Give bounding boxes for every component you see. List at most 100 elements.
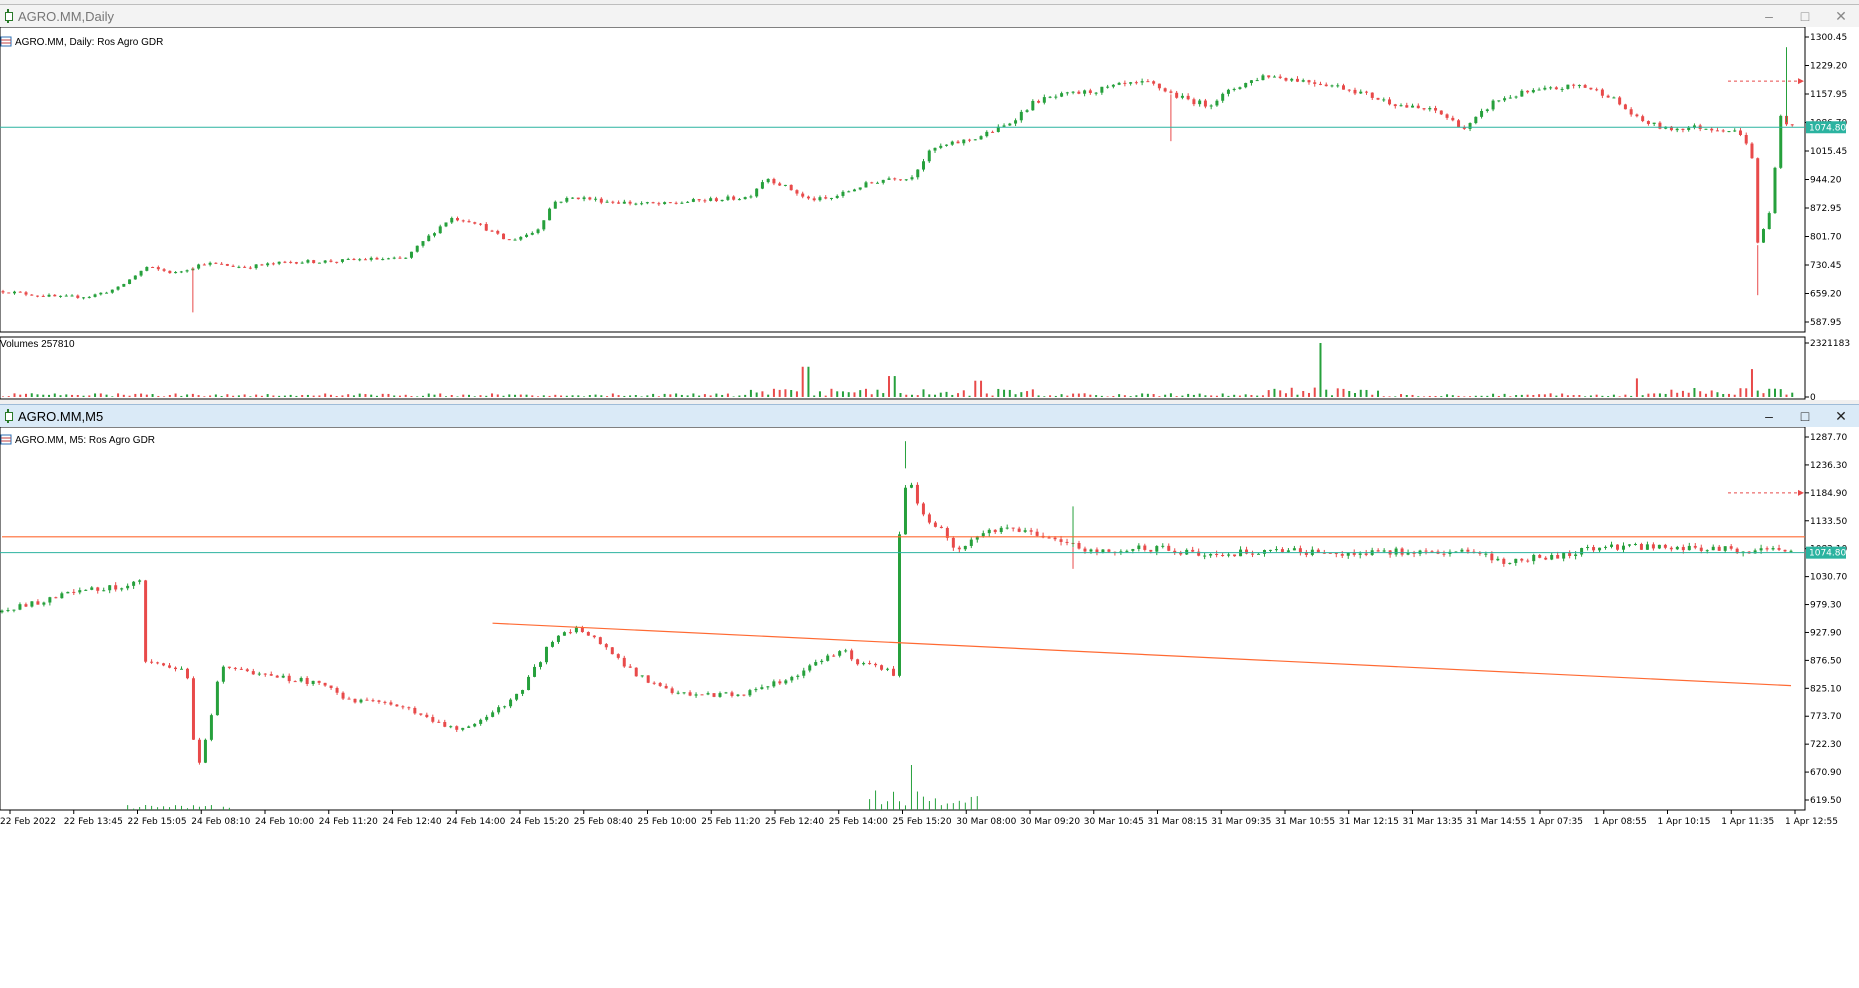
candle <box>1572 83 1576 89</box>
candle <box>916 169 920 180</box>
candle <box>694 692 698 698</box>
candle <box>1274 546 1278 552</box>
candle <box>1549 86 1553 90</box>
candle <box>503 705 507 709</box>
candle <box>691 197 695 203</box>
candle <box>151 266 155 268</box>
candle <box>628 664 632 668</box>
time-tick-label: 1 Apr 10:15 <box>1658 817 1711 827</box>
candle <box>806 195 810 200</box>
daily-title-bar[interactable]: AGRO.MM,Daily – □ ✕ <box>0 4 1859 28</box>
candle <box>1765 546 1769 552</box>
m5-candles <box>0 441 1793 765</box>
candle <box>467 219 471 223</box>
candle <box>386 257 390 260</box>
candle <box>801 191 805 199</box>
candle <box>838 650 842 658</box>
candle <box>281 673 285 679</box>
candle <box>6 607 10 613</box>
candle <box>594 196 598 202</box>
symbol-list-icon <box>0 434 12 445</box>
candle <box>114 582 118 592</box>
candle <box>1347 89 1351 93</box>
candle <box>329 685 333 690</box>
maximize-button[interactable]: □ <box>1800 408 1810 424</box>
candle <box>1318 81 1322 86</box>
candle <box>1693 543 1697 550</box>
candle <box>1457 119 1461 128</box>
candle <box>1771 545 1775 551</box>
candle <box>1137 543 1141 552</box>
candle <box>1627 544 1631 548</box>
daily-price-chart[interactable]: AGRO.MM, Daily: Ros Agro GDR Volumes 257… <box>0 27 1859 400</box>
candle <box>772 679 776 688</box>
candle <box>1490 551 1494 564</box>
candle <box>221 665 225 684</box>
candle <box>1616 544 1619 551</box>
m5-price-chart[interactable]: AGRO.MM, M5: Ros Agro GDR 1287.70 1236.30… <box>0 427 1859 988</box>
time-tick-label: 30 Mar 08:00 <box>956 817 1016 827</box>
minimize-button[interactable]: – <box>1765 8 1773 24</box>
candle <box>1071 91 1075 95</box>
candle <box>550 640 554 648</box>
candle <box>634 202 638 206</box>
candle <box>802 667 806 679</box>
candle <box>651 201 655 204</box>
candle <box>1480 108 1484 119</box>
price-tick-label: 587.95 <box>1810 318 1842 328</box>
candle <box>409 251 413 259</box>
candle <box>1729 544 1733 551</box>
candle <box>875 181 879 184</box>
candle <box>209 713 213 742</box>
candle <box>1192 97 1196 107</box>
candle <box>1077 90 1081 95</box>
candle <box>294 261 298 265</box>
close-button[interactable]: ✕ <box>1835 407 1847 424</box>
candle <box>1370 92 1374 100</box>
candle <box>1723 546 1727 553</box>
minimize-button[interactable]: – <box>1765 408 1773 424</box>
candle <box>347 696 351 700</box>
candle <box>1651 542 1655 551</box>
candle <box>306 259 310 264</box>
candle <box>1249 80 1253 86</box>
close-button[interactable]: ✕ <box>1835 7 1847 24</box>
candle <box>300 261 304 264</box>
candle <box>1336 83 1340 88</box>
candle <box>533 664 537 678</box>
price-tick-label: 1184.90 <box>1810 489 1847 499</box>
m5-window-title: AGRO.MM,M5 <box>18 408 104 424</box>
candle <box>1191 546 1195 552</box>
candle <box>496 229 500 235</box>
candle <box>1382 97 1386 102</box>
candle <box>921 502 925 517</box>
daily-chart-window[interactable]: AGRO.MM,Daily – □ ✕ AGRO.MM, Daily: Ros … <box>0 4 1859 400</box>
m5-title-bar[interactable]: AGRO.MM,M5 – □ ✕ <box>0 404 1859 428</box>
candle <box>1629 107 1633 117</box>
price-tick-label: 876.50 <box>1810 656 1842 666</box>
m5-chart-window[interactable]: AGRO.MM,M5 – □ ✕ AGRO.MM, M5: Ros Agro G… <box>0 404 1859 988</box>
current-price-badge <box>1806 546 1846 559</box>
candle <box>542 220 546 232</box>
candle <box>742 694 746 697</box>
candle <box>1790 124 1794 127</box>
candle <box>634 667 638 677</box>
candle <box>604 642 608 650</box>
candle <box>1577 84 1581 89</box>
candle <box>814 659 818 666</box>
candle <box>730 690 734 698</box>
candle <box>1503 96 1507 103</box>
candle <box>60 591 64 599</box>
candle <box>628 200 632 206</box>
candle <box>987 528 991 537</box>
daily-volume-axis: 2321183 0 <box>1805 339 1850 400</box>
daily-symbol-label: AGRO.MM, Daily: Ros Agro GDR <box>15 37 163 48</box>
candle <box>772 177 776 186</box>
candle <box>54 596 58 599</box>
candle <box>1186 93 1190 101</box>
chart-icon <box>4 409 14 423</box>
candle <box>162 662 166 667</box>
maximize-button[interactable]: □ <box>1800 8 1810 24</box>
candle <box>880 664 884 671</box>
time-tick-label: 24 Feb 12:40 <box>383 817 442 827</box>
